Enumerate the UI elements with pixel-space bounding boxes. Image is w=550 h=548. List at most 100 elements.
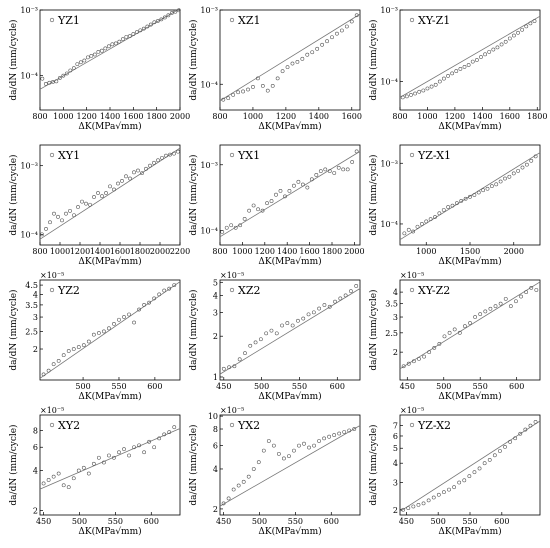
plot-area [399,9,541,111]
data-point [415,224,420,229]
data-point [503,176,507,181]
data-point [327,304,332,309]
data-point [131,32,136,36]
data-point [341,167,346,172]
data-point [127,312,131,317]
y-exponent-label: ×10⁻⁵ [220,406,244,415]
data-point [91,461,96,466]
data-point [300,56,305,61]
data-point [138,28,143,33]
data-point [246,474,251,479]
data-point [417,356,421,361]
data-point [281,456,286,461]
data-point [86,471,91,476]
data-point [470,59,475,64]
data-point [44,227,48,231]
data-point [352,427,357,431]
data-point [419,222,424,226]
x-axis-label: ΔK(MPa√mm) [438,121,501,132]
fit-line [399,420,541,512]
x-tick-label: 1600 [123,112,143,121]
x-tick-label: 800 [392,112,407,121]
data-point [283,194,287,199]
data-point [290,323,295,328]
data-point [82,58,87,63]
chart-yx1: 800 1000 1200 1400 1600 1800 2000 10⁻⁴ 10⁻³ YX1 ΔK… [188,144,365,267]
data-point [305,185,310,190]
data-point [236,90,241,95]
y-tick-label: 4 [33,290,38,299]
x-tick-label: 550 [108,517,123,526]
x-tick-label: 600 [494,517,509,526]
data-point [258,337,263,342]
fit-line [219,151,361,238]
x-tick-label: 450 [216,517,231,526]
data-point [327,169,332,174]
data-point [107,326,111,331]
data-point [344,24,349,29]
data-point [231,487,236,492]
data-point [473,315,478,319]
data-point [155,19,160,23]
data-point [499,42,504,47]
data-point [232,364,237,369]
legend-marker [49,17,55,23]
data-point [296,179,301,184]
data-point [71,347,76,351]
x-tick-label: 1400 [472,112,492,121]
data-point [325,39,329,44]
y-tick-label: 2.5 [385,329,398,338]
data-point [120,37,125,42]
y-tick-label: 4 [213,465,218,474]
data-point [524,162,529,167]
data-point [482,461,487,466]
data-point [314,173,319,177]
data-point [81,465,86,470]
data-point [498,179,503,184]
data-point [285,65,290,70]
x-tick-label: 1000 [50,247,70,256]
y-tick-label: 2 [33,345,38,354]
legend-label: XY-Z1 [418,14,450,27]
data-point [508,304,513,309]
data-point [511,171,516,176]
data-point [226,96,231,101]
data-point [157,292,162,297]
y-axis-label: da/dN (mm/cycle) [8,19,19,100]
data-point [512,33,516,38]
data-point [152,296,157,301]
data-point [462,65,467,69]
data-point [276,451,281,456]
data-point [447,330,452,335]
y-axis-label: da/dN (mm/cycle) [188,19,199,100]
x-tick-label: 450 [399,517,414,526]
x-axis-label: ΔK(MPa√mm) [438,256,501,267]
y-axis-label: da/dN (mm/cycle) [368,154,379,235]
data-point [330,35,334,40]
y-axis-label: da/dN (mm/cycle) [188,289,199,370]
data-point [162,15,167,20]
data-point [157,436,162,441]
x-tick-label: 450 [216,382,231,391]
data-point [409,93,413,97]
fit-line [219,13,361,102]
x-axis-label: ΔK(MPa√mm) [78,121,141,132]
x-axis-label: ΔK(MPa√mm) [78,391,141,402]
data-point [148,22,153,27]
x-tick-label: 800 [32,247,47,256]
x-tick-label: 1200 [76,112,96,121]
data-point [446,73,450,78]
y-tick-label: 2 [33,507,38,516]
x-tick-label: 800 [212,112,227,121]
y-tick-label: 10⁻⁴ [20,72,38,81]
data-point [220,229,225,234]
x-tick-label: 1600 [110,247,130,256]
data-point [519,294,523,299]
data-point [483,309,488,314]
data-point [454,201,459,206]
data-point [463,196,468,201]
data-point [516,30,520,35]
data-point [498,301,503,306]
data-point [285,321,290,325]
